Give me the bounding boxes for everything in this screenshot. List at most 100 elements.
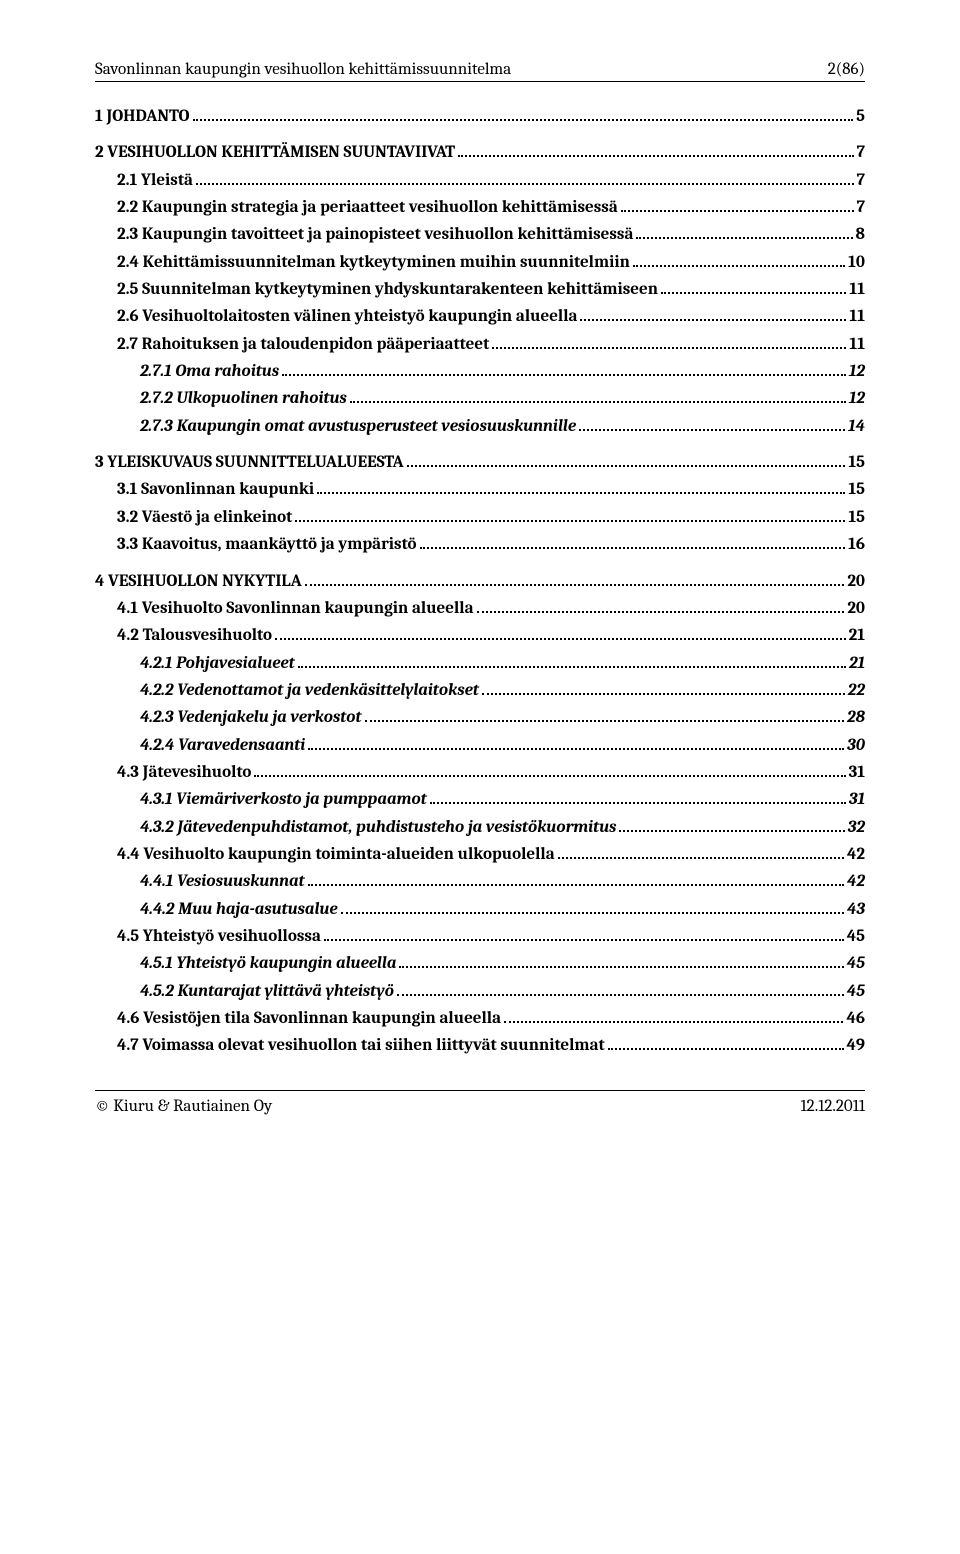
toc-entry-label: 4.1 Vesihuolto Savonlinnan kaupungin alu… [117, 596, 474, 622]
toc-entry[interactable]: 4.4 Vesihuolto kaupungin toiminta-alueid… [95, 842, 865, 868]
toc-entry[interactable]: 4.3.1 Viemäriverkosto ja pumppaamot 31 [95, 787, 865, 813]
toc-leader [608, 1048, 844, 1050]
toc-entry-page: 16 [848, 532, 865, 558]
toc-entry-page: 20 [847, 569, 865, 595]
toc-entry-page: 28 [847, 705, 865, 731]
toc-leader [579, 429, 845, 431]
toc-entry-page: 21 [849, 651, 865, 677]
toc-leader [305, 584, 845, 586]
page-header: Savonlinnan kaupungin vesihuollon kehitt… [95, 60, 865, 79]
toc-entry[interactable]: 4.1 Vesihuolto Savonlinnan kaupungin alu… [95, 596, 865, 622]
toc-entry[interactable]: 4.3 Jätevesihuolto31 [95, 760, 865, 786]
toc-leader [308, 884, 844, 886]
toc-entry[interactable]: 4.4.2 Muu haja-asutusalue43 [95, 897, 865, 923]
toc-entry[interactable]: 3.3 Kaavoitus, maankäyttö ja ympäristö16 [95, 532, 865, 558]
toc-entry-page: 5 [856, 104, 865, 130]
toc-entry[interactable]: 4.6 Vesistöjen tila Savonlinnan kaupungi… [95, 1006, 865, 1032]
toc-entry[interactable]: 4.2 Talousvesihuolto21 [95, 623, 865, 649]
footer-copyright: © Kiuru & Rautiainen Oy [95, 1097, 272, 1116]
toc-leader [275, 638, 846, 640]
toc-entry[interactable]: 2.1 Yleistä7 [95, 168, 865, 194]
toc-entry[interactable]: 4.2.3 Vedenjakelu ja verkostot 28 [95, 705, 865, 731]
toc-entry-page: 10 [848, 250, 865, 276]
toc-leader [430, 802, 846, 804]
toc-entry-label: 4.6 Vesistöjen tila Savonlinnan kaupungi… [117, 1006, 501, 1032]
toc-entry-label: 2.7 Rahoituksen ja taloudenpidon pääperi… [117, 332, 489, 358]
table-of-contents: 1 JOHDANTO5 2 VESIHUOLLON KEHITTÄMISEN SU… [95, 104, 865, 1060]
toc-entry-label: 4.5.1 Yhteistyö kaupungin alueella [140, 951, 396, 977]
toc-leader [295, 520, 845, 522]
toc-leader [399, 966, 843, 968]
toc-entry-label: 2.7.3 Kaupungin omat avustusperusteet ve… [140, 414, 576, 440]
toc-leader [298, 666, 846, 668]
toc-leader [636, 237, 852, 239]
toc-entry-label: 2.3 Kaupungin tavoitteet ja painopisteet… [117, 222, 633, 248]
toc-entry-page: 15 [848, 450, 865, 476]
toc-entry[interactable]: 2.7.2 Ulkopuolinen rahoitus12 [95, 386, 865, 412]
toc-entry[interactable]: 2.4 Kehittämissuunnitelman kytkeytyminen… [95, 250, 865, 276]
header-rule [95, 81, 865, 82]
toc-entry[interactable]: 2.5 Suunnitelman kytkeytyminen yhdyskunt… [95, 277, 865, 303]
toc-entry-label: 2.4 Kehittämissuunnitelman kytkeytyminen… [117, 250, 630, 276]
toc-entry-page: 32 [848, 815, 865, 841]
toc-entry[interactable]: 2.6 Vesihuoltolaitosten välinen yhteisty… [95, 304, 865, 330]
toc-leader [420, 547, 846, 549]
toc-entry[interactable]: 2.7.1 Oma rahoitus12 [95, 359, 865, 385]
toc-leader [193, 119, 854, 121]
toc-entry-page: 20 [847, 596, 865, 622]
toc-entry-page: 15 [848, 505, 865, 531]
toc-leader [580, 319, 846, 321]
toc-entry[interactable]: 4 VESIHUOLLON NYKYTILA 20 [95, 569, 865, 595]
toc-leader [504, 1021, 843, 1023]
toc-entry[interactable]: 2.7 Rahoituksen ja taloudenpidon pääperi… [95, 332, 865, 358]
toc-entry[interactable]: 4.2.1 Pohjavesialueet21 [95, 651, 865, 677]
toc-leader [324, 939, 844, 941]
toc-leader [458, 155, 854, 157]
toc-entry[interactable]: 4.2.4 Varavedensaanti30 [95, 733, 865, 759]
toc-entry[interactable]: 2.7.3 Kaupungin omat avustusperusteet ve… [95, 414, 865, 440]
toc-entry[interactable]: 4.7 Voimassa olevat vesihuollon tai siih… [95, 1033, 865, 1059]
toc-entry[interactable]: 3 YLEISKUVAUS SUUNNITTELUALUEESTA15 [95, 450, 865, 476]
toc-entry[interactable]: 4.5.1 Yhteistyö kaupungin alueella 45 [95, 951, 865, 977]
toc-entry-page: 45 [847, 951, 865, 977]
toc-entry[interactable]: 3.1 Savonlinnan kaupunki 15 [95, 477, 865, 503]
toc-entry[interactable]: 4.5.2 Kuntarajat ylittävä yhteistyö45 [95, 979, 865, 1005]
toc-entry[interactable]: 2.3 Kaupungin tavoitteet ja painopisteet… [95, 222, 865, 248]
toc-entry[interactable]: 1 JOHDANTO5 [95, 104, 865, 130]
toc-entry-label: 4.3.1 Viemäriverkosto ja pumppaamot [140, 787, 427, 813]
toc-entry-label: 4 VESIHUOLLON NYKYTILA [95, 569, 302, 595]
toc-entry-label: 4.2.3 Vedenjakelu ja verkostot [140, 705, 362, 731]
toc-entry-page: 21 [849, 623, 865, 649]
toc-entry[interactable]: 4.2.2 Vedenottamot ja vedenkäsittelylait… [95, 678, 865, 704]
toc-entry[interactable]: 3.2 Väestö ja elinkeinot15 [95, 505, 865, 531]
toc-entry-label: 3.1 Savonlinnan kaupunki [117, 477, 314, 503]
header-page-ref: 2(86) [828, 60, 865, 79]
toc-leader [407, 465, 846, 467]
toc-entry-label: 4.4 Vesihuolto kaupungin toiminta-alueid… [117, 842, 555, 868]
toc-leader [317, 492, 845, 494]
toc-entry-page: 7 [857, 195, 865, 221]
toc-entry[interactable]: 2 VESIHUOLLON KEHITTÄMISEN SUUNTAVIIVAT7 [95, 140, 865, 166]
toc-entry-page: 42 [847, 842, 865, 868]
toc-entry[interactable]: 4.4.1 Vesiosuuskunnat42 [95, 869, 865, 895]
toc-entry-page: 31 [849, 787, 865, 813]
toc-entry[interactable]: 4.3.2 Jätevedenpuhdistamot, puhdistusteh… [95, 815, 865, 841]
page-footer: © Kiuru & Rautiainen Oy 12.12.2011 [95, 1097, 865, 1116]
toc-entry-page: 11 [849, 332, 865, 358]
toc-leader [365, 720, 845, 722]
toc-entry-page: 15 [848, 477, 865, 503]
toc-entry-page: 45 [847, 979, 865, 1005]
toc-leader [621, 210, 854, 212]
toc-entry-label: 2.2 Kaupungin strategia ja periaatteet v… [117, 195, 618, 221]
footer-rule [95, 1090, 865, 1091]
toc-entry-page: 30 [847, 733, 865, 759]
toc-entry-page: 12 [849, 359, 865, 385]
toc-entry-label: 2 VESIHUOLLON KEHITTÄMISEN SUUNTAVIIVAT [95, 140, 455, 166]
toc-entry[interactable]: 2.2 Kaupungin strategia ja periaatteet v… [95, 195, 865, 221]
toc-entry[interactable]: 4.5 Yhteistyö vesihuollossa45 [95, 924, 865, 950]
toc-entry-page: 43 [847, 897, 865, 923]
toc-leader [254, 775, 845, 777]
toc-entry-page: 45 [847, 924, 865, 950]
toc-entry-label: 4.4.1 Vesiosuuskunnat [140, 869, 305, 895]
toc-leader [619, 830, 844, 832]
